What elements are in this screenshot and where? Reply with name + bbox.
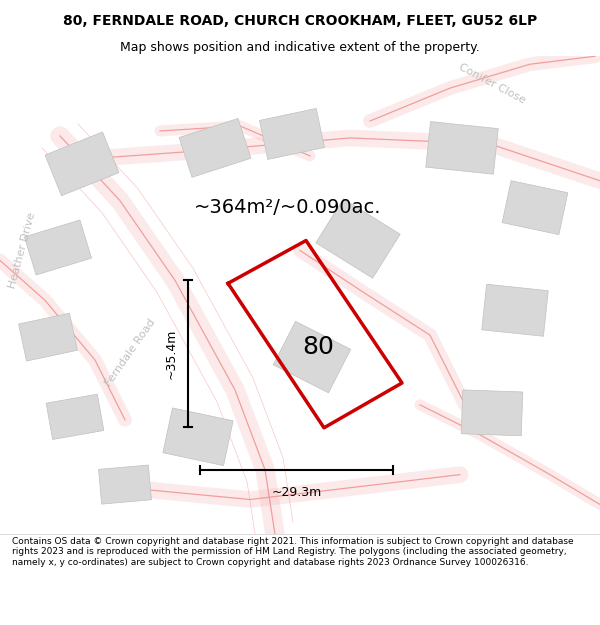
Polygon shape: [502, 181, 568, 234]
Text: ~35.4m: ~35.4m: [165, 328, 178, 379]
Text: Map shows position and indicative extent of the property.: Map shows position and indicative extent…: [120, 41, 480, 54]
Polygon shape: [273, 321, 351, 393]
Polygon shape: [316, 199, 400, 278]
Polygon shape: [25, 220, 92, 275]
Polygon shape: [98, 465, 151, 504]
Polygon shape: [179, 119, 251, 178]
Polygon shape: [19, 313, 77, 361]
Polygon shape: [259, 109, 325, 159]
Polygon shape: [163, 408, 233, 466]
Text: 80: 80: [302, 335, 334, 359]
Text: ~29.3m: ~29.3m: [271, 486, 322, 499]
Polygon shape: [461, 390, 523, 436]
Text: Heather Drive: Heather Drive: [7, 211, 37, 289]
Polygon shape: [45, 132, 119, 196]
Polygon shape: [46, 394, 104, 439]
Polygon shape: [482, 284, 548, 336]
Text: Ferndale Road: Ferndale Road: [103, 318, 157, 389]
Text: ~364m²/~0.090ac.: ~364m²/~0.090ac.: [194, 198, 382, 217]
Polygon shape: [426, 122, 498, 174]
Text: Contains OS data © Crown copyright and database right 2021. This information is : Contains OS data © Crown copyright and d…: [12, 537, 574, 567]
Text: 80, FERNDALE ROAD, CHURCH CROOKHAM, FLEET, GU52 6LP: 80, FERNDALE ROAD, CHURCH CROOKHAM, FLEE…: [63, 14, 537, 28]
Text: Conifer Close: Conifer Close: [457, 62, 527, 106]
